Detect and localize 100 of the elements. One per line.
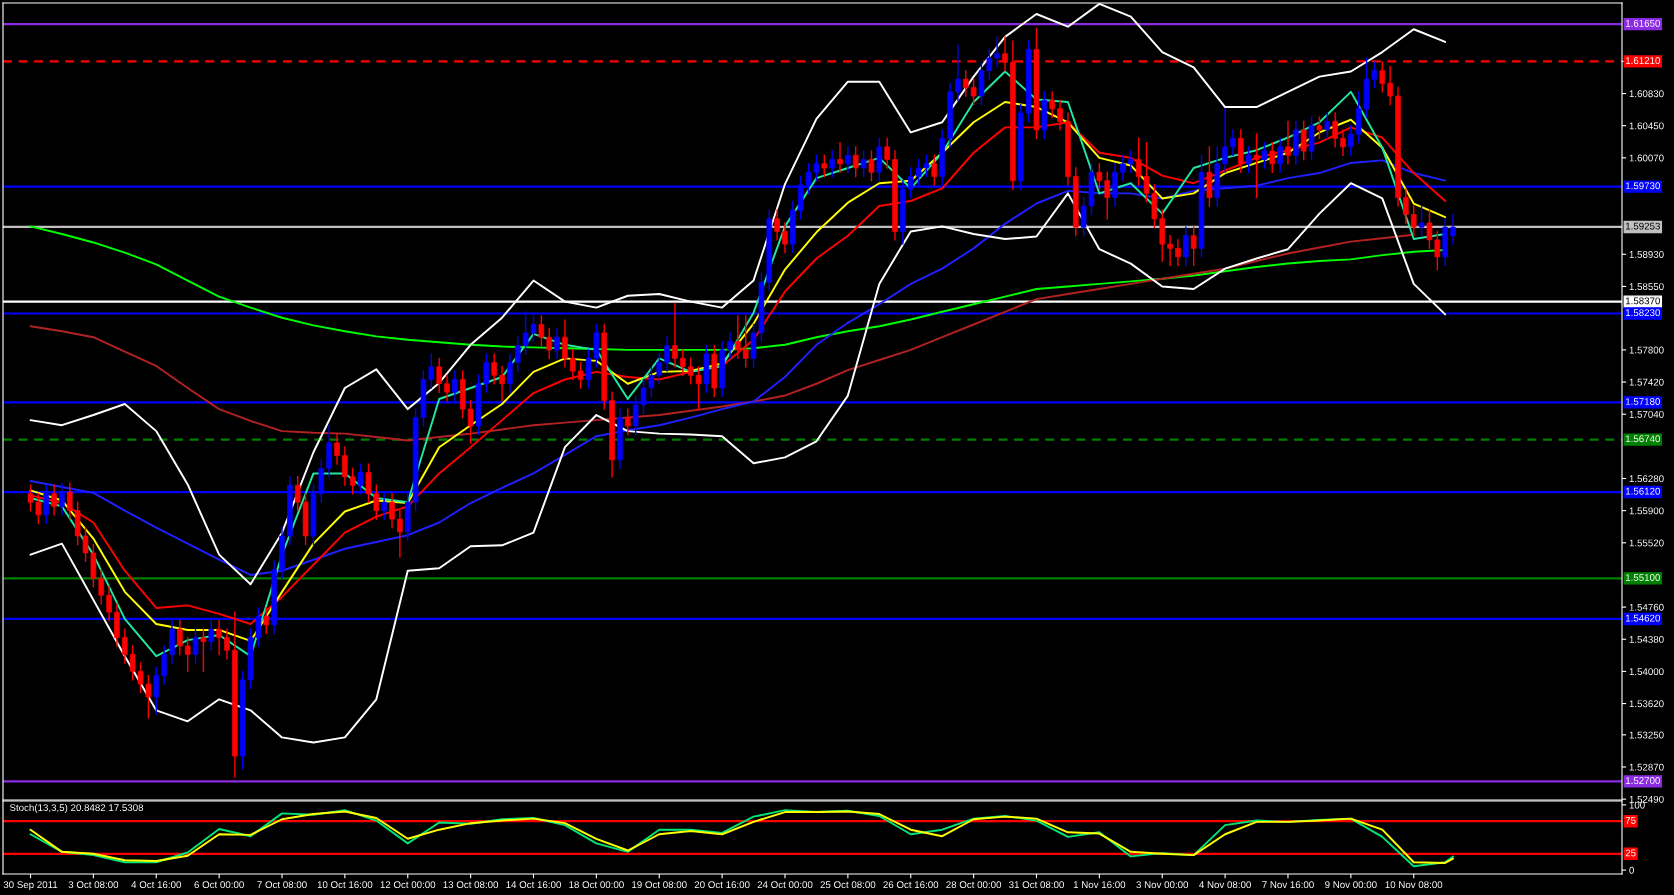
y-tick-label: 1.60450 — [1629, 122, 1664, 130]
candlestick — [184, 636, 191, 673]
candlestick — [1245, 146, 1252, 173]
candlestick — [962, 69, 969, 97]
candlestick — [499, 366, 505, 402]
candlestick — [955, 44, 961, 101]
y-tick-label: 100 — [1629, 801, 1645, 809]
candlestick — [546, 328, 552, 360]
y-tick-label: 1.57040 — [1629, 410, 1664, 418]
candlestick — [161, 645, 167, 685]
candlestick — [1230, 129, 1236, 156]
y-tick-label: 1.55900 — [1629, 507, 1664, 515]
y-tick-label: 1.57420 — [1629, 378, 1664, 386]
x-tick-label: 10 Oct 16:00 — [317, 881, 373, 889]
ref-line-label: 1.61210 — [1625, 57, 1660, 64]
candlestick — [782, 222, 788, 254]
candlestick — [51, 484, 57, 516]
candlestick — [664, 336, 670, 372]
x-tick-label: 3 Oct 08:00 — [68, 881, 119, 889]
candlestick — [837, 141, 843, 173]
x-tick-label: 20 Oct 16:00 — [694, 881, 750, 889]
candlestick — [1410, 205, 1417, 237]
candlestick — [1049, 91, 1055, 118]
candlestick — [868, 150, 875, 182]
x-tick-label: 25 Oct 08:00 — [820, 881, 876, 889]
candlestick — [216, 619, 222, 656]
ref-line-label: 1.57180 — [1625, 398, 1660, 405]
candlestick — [1175, 239, 1181, 266]
x-tick-label: 1 Nov 16:00 — [1073, 881, 1126, 889]
x-tick-label: 30 Sep 2011 — [3, 881, 58, 891]
x-tick-label: 4 Nov 08:00 — [1199, 881, 1251, 889]
candlestick — [1096, 163, 1103, 190]
y-tick-label: 1.60830 — [1629, 90, 1664, 98]
candlestick — [200, 628, 207, 673]
candlestick — [1348, 124, 1354, 156]
candlestick — [1261, 141, 1268, 169]
candlestick — [562, 319, 568, 368]
candlestick — [845, 146, 851, 173]
candlestick — [389, 493, 395, 529]
candlestick — [1190, 226, 1197, 266]
candlestick — [1403, 188, 1409, 224]
candlestick — [860, 150, 867, 178]
y-tick-label: 1.54000 — [1629, 668, 1664, 676]
ref-line-label: 1.58230 — [1625, 309, 1660, 317]
ref-line-label: 1.55100 — [1625, 574, 1660, 581]
candlestick — [735, 315, 741, 360]
candlestick — [436, 357, 442, 393]
candlestick — [122, 628, 128, 664]
ref-line-label: 1.54620 — [1625, 614, 1660, 622]
candlestick — [514, 336, 521, 372]
y-tick-label: 0 — [1629, 866, 1634, 874]
candlestick — [1222, 108, 1228, 173]
y-tick-label: 1.52870 — [1629, 763, 1664, 771]
candlestick — [507, 353, 513, 393]
candlestick — [397, 509, 403, 558]
x-tick-label: 7 Nov 16:00 — [1262, 881, 1314, 889]
x-tick-label: 3 Nov 00:00 — [1136, 881, 1189, 889]
x-tick-label: 9 Nov 00:00 — [1325, 881, 1377, 889]
y-tick-label: 1.60070 — [1629, 154, 1664, 162]
candlestick — [192, 628, 199, 664]
candlestick — [1418, 205, 1425, 237]
x-tick-label: 4 Oct 16:00 — [131, 881, 182, 889]
x-tick-label: 6 Oct 00:00 — [194, 881, 244, 889]
candlestick — [153, 666, 160, 715]
candlestick — [994, 36, 1000, 68]
y-tick-label: 1.52490 — [1629, 795, 1664, 803]
candlestick — [334, 433, 340, 465]
candlestick — [98, 569, 105, 605]
candlestick — [444, 374, 450, 402]
candlestick — [672, 302, 678, 368]
candlestick — [177, 619, 183, 656]
candlestick — [1128, 150, 1134, 173]
candlestick — [67, 482, 73, 520]
candlestick — [491, 353, 497, 385]
candlestick — [570, 349, 576, 381]
candlestick — [342, 446, 348, 486]
candlestick — [538, 315, 545, 347]
candlestick — [1120, 154, 1126, 182]
ref-line-label: 1.59730 — [1625, 182, 1660, 190]
candlestick — [1269, 141, 1276, 173]
x-tick-label: 19 Oct 08:00 — [632, 881, 687, 889]
x-tick-label: 26 Oct 16:00 — [883, 881, 939, 889]
x-tick-label: 12 Oct 00:00 — [380, 881, 436, 889]
ref-line-label: 1.58370 — [1625, 297, 1660, 305]
line-series — [29, 233, 1415, 442]
candlestick — [1104, 171, 1111, 220]
candlestick — [467, 399, 474, 444]
x-tick-label: 14 Oct 16:00 — [506, 881, 561, 889]
y-tick-label: 1.57800 — [1629, 346, 1664, 354]
candlestick — [742, 315, 749, 368]
x-tick-label: 24 Oct 00:00 — [757, 881, 813, 889]
candlestick — [884, 137, 890, 169]
candlestick — [727, 332, 733, 360]
ref-line-label: 25 — [1625, 849, 1636, 857]
candlestick — [774, 209, 780, 241]
candlestick — [970, 78, 977, 106]
candlestick — [1253, 133, 1260, 199]
ref-line-label: 75 — [1625, 817, 1636, 824]
ref-line-label: 1.56740 — [1625, 435, 1660, 443]
candlestick — [829, 150, 835, 178]
